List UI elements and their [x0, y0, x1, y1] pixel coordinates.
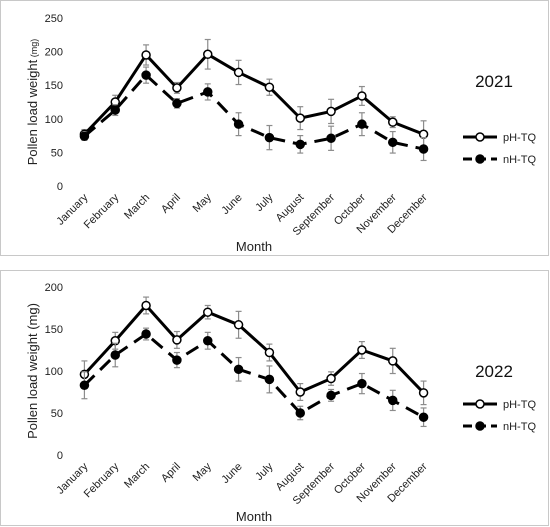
data-point-nh-tq: [264, 132, 275, 143]
data-point-nh-tq: [295, 139, 305, 150]
data-point-nh-tq: [110, 105, 120, 115]
data-point-ph-tq: [357, 345, 367, 355]
data-point-nh-tq: [172, 355, 182, 365]
data-point-ph-tq: [388, 356, 398, 366]
x-tick-label-april: April: [159, 461, 183, 485]
x-tick-label-april: April: [159, 192, 183, 216]
y-tick-label: 100: [45, 114, 63, 126]
data-point-nh-tq: [295, 408, 305, 418]
x-tick-label-june: June: [219, 461, 244, 486]
legend-label-nh-tq: nH-TQ: [503, 421, 536, 433]
data-point-nh-tq: [388, 137, 398, 148]
legend-label-ph-tq: pH-TQ: [503, 132, 536, 144]
y-axis-title: Pollen load weight (mg): [25, 39, 40, 166]
x-tick-label-june: June: [219, 192, 244, 217]
data-point-nh-tq: [233, 364, 244, 375]
data-point-ph-tq: [233, 320, 244, 330]
data-point-ph-tq: [264, 347, 275, 358]
data-point-ph-tq: [326, 106, 336, 117]
data-point-ph-tq: [141, 300, 151, 311]
data-point-nh-tq: [233, 119, 244, 129]
data-point-ph-tq: [295, 387, 305, 397]
data-point-ph-tq: [141, 50, 151, 60]
data-point-nh-tq: [418, 412, 429, 422]
series-line-ph-tq: [83, 52, 425, 136]
data-point-nh-tq: [203, 336, 213, 346]
x-tick-label-may: May: [191, 460, 215, 484]
data-point-nh-tq: [79, 131, 90, 142]
data-point-nh-tq: [357, 378, 367, 389]
data-point-nh-tq: [79, 380, 90, 391]
data-point-ph-tq: [326, 373, 336, 384]
chart-title: 2021: [475, 72, 513, 91]
y-tick-label: 50: [51, 147, 63, 159]
data-point-nh-tq: [141, 70, 151, 80]
x-tick-label-march: March: [122, 192, 152, 222]
legend-label-nh-tq: nH-TQ: [503, 154, 536, 166]
chart-panel-2021: 0 50 100 150 200 250 January February March April…: [0, 0, 549, 256]
data-point-ph-tq: [264, 82, 275, 92]
legend-marker-nh-tq: [475, 421, 485, 431]
series-line-ph-tq: [83, 303, 425, 394]
y-tick-label: 100: [45, 366, 63, 378]
data-point-nh-tq: [388, 395, 398, 406]
data-point-nh-tq: [264, 374, 275, 385]
y-tick-label: 250: [45, 13, 63, 25]
data-point-ph-tq: [295, 113, 305, 123]
data-point-ph-tq: [172, 335, 182, 345]
legend-label-ph-tq: pH-TQ: [503, 399, 536, 411]
data-point-ph-tq: [203, 49, 213, 60]
chart-title: 2022: [475, 362, 513, 381]
data-point-ph-tq: [418, 388, 429, 398]
data-point-nh-tq: [141, 329, 151, 339]
y-axis-title: Pollen load weight (mg): [25, 303, 40, 439]
series-line-nh-tq: [83, 73, 424, 151]
y-tick-label: 200: [45, 282, 63, 294]
y-tick-label: 150: [45, 324, 63, 336]
x-tick-label-july: July: [253, 460, 276, 483]
y-tick-label: 0: [57, 450, 63, 462]
legend-marker-ph-tq: [475, 399, 485, 409]
chart-panel-2022: 0 50 100 150 200 January February March April May…: [0, 270, 549, 526]
x-tick-label-february: February: [82, 191, 122, 231]
y-tick-label: 50: [51, 408, 63, 420]
data-point-nh-tq: [172, 98, 182, 109]
x-axis-title: Month: [236, 239, 272, 254]
data-point-nh-tq: [326, 390, 336, 401]
y-tick-label: 200: [45, 47, 63, 59]
x-axis-title: Month: [236, 509, 272, 524]
x-tick-label-may: May: [191, 191, 215, 215]
data-point-nh-tq: [357, 119, 367, 129]
x-tick-label-march: March: [122, 461, 152, 491]
series-line-nh-tq: [83, 332, 425, 419]
legend-marker-ph-tq: [475, 132, 485, 142]
x-tick-label-july: July: [253, 191, 276, 214]
data-point-nh-tq: [110, 350, 120, 360]
data-point-ph-tq: [203, 307, 213, 317]
legend-marker-nh-tq: [475, 154, 485, 164]
data-point-nh-tq: [326, 133, 336, 144]
data-point-nh-tq: [203, 87, 213, 97]
data-point-ph-tq: [233, 67, 244, 78]
data-point-ph-tq: [172, 83, 182, 93]
y-tick-label: 0: [57, 181, 63, 193]
y-tick-label: 150: [45, 80, 63, 92]
data-point-ph-tq: [357, 91, 367, 101]
data-point-ph-tq: [388, 117, 398, 127]
data-point-nh-tq: [418, 144, 429, 154]
x-tick-label-february: February: [82, 460, 122, 500]
